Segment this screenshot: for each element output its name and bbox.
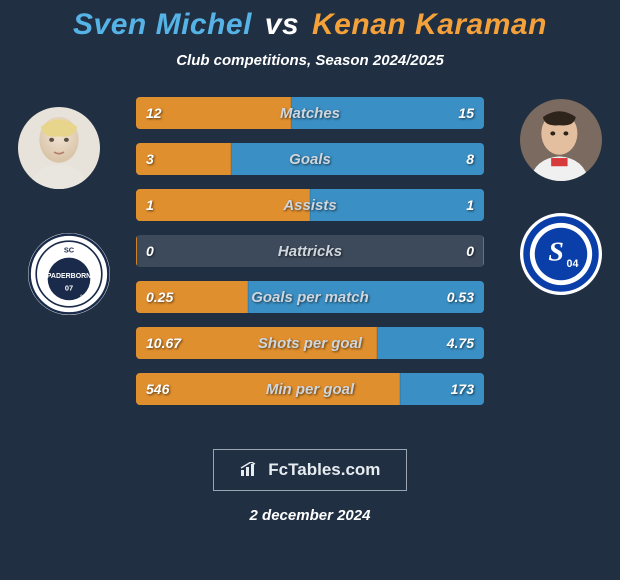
stat-value-left: 10.67 [136, 327, 191, 359]
chart-icon [240, 460, 263, 479]
comparison-card: Sven Michel vs Kenan Karaman Club compet… [0, 0, 620, 580]
stat-row: Matches12 15 [136, 97, 484, 129]
svg-text:PADERBORN: PADERBORN [47, 273, 91, 280]
stat-label: Matches [136, 97, 484, 129]
stat-value-left: 0.25 [136, 281, 183, 313]
player2-club-badge: S 04 [520, 213, 602, 295]
stat-value-right: 15 [448, 97, 484, 129]
stat-row: Hattricks0 0 [136, 235, 484, 267]
title-player2: Kenan Karaman [312, 8, 547, 41]
stat-row: Assists1 1 [136, 189, 484, 221]
player2-avatar [520, 99, 602, 181]
stat-label: Min per goal [136, 373, 484, 405]
page-title: Sven Michel vs Kenan Karaman [0, 8, 620, 42]
stat-value-left: 0 [136, 235, 164, 267]
stat-value-right: 173 [441, 373, 484, 405]
title-player1: Sven Michel [73, 8, 252, 41]
content-area: SC PADERBORN 07 e.V. S 04 Matches12 15 Goa… [0, 97, 620, 437]
stat-row: Shots per goal10.674.75 [136, 327, 484, 359]
stat-label: Goals per match [136, 281, 484, 313]
stat-value-left: 546 [136, 373, 179, 405]
stat-value-right: 0 [456, 235, 484, 267]
avatar-placeholder-icon [520, 99, 602, 181]
stat-label: Hattricks [136, 235, 484, 267]
brand-badge: FcTables.com [213, 449, 408, 491]
stat-value-left: 12 [136, 97, 172, 129]
subtitle: Club competitions, Season 2024/2025 [0, 52, 620, 69]
svg-text:04: 04 [567, 258, 579, 270]
club-badge-icon: S 04 [520, 213, 602, 295]
svg-text:SC: SC [64, 246, 75, 255]
footer: FcTables.com [0, 449, 620, 491]
stat-row: Min per goal546 173 [136, 373, 484, 405]
stat-value-right: 1 [456, 189, 484, 221]
svg-text:e.V.: e.V. [80, 293, 87, 298]
stat-bars: Matches12 15 Goals3 8 Assists1 1 Hattricks0 0 Go… [136, 97, 484, 419]
svg-text:07: 07 [65, 283, 73, 292]
brand-text: FcTables.com [268, 460, 380, 479]
stat-value-right: 0.53 [437, 281, 484, 313]
date-label: 2 december 2024 [0, 507, 620, 524]
stat-value-right: 8 [456, 143, 484, 175]
player1-club-badge: SC PADERBORN 07 e.V. [28, 233, 110, 315]
stat-value-right: 4.75 [437, 327, 484, 359]
stat-value-left: 1 [136, 189, 164, 221]
avatar-placeholder-icon [18, 107, 100, 189]
stat-row: Goals per match0.25 0.53 [136, 281, 484, 313]
stat-value-left: 3 [136, 143, 164, 175]
stat-row: Goals3 8 [136, 143, 484, 175]
player1-avatar [18, 107, 100, 189]
title-vs: vs [265, 8, 299, 41]
svg-text:S: S [548, 237, 564, 268]
stat-label: Assists [136, 189, 484, 221]
stat-label: Goals [136, 143, 484, 175]
club-badge-icon: SC PADERBORN 07 e.V. [28, 233, 110, 315]
